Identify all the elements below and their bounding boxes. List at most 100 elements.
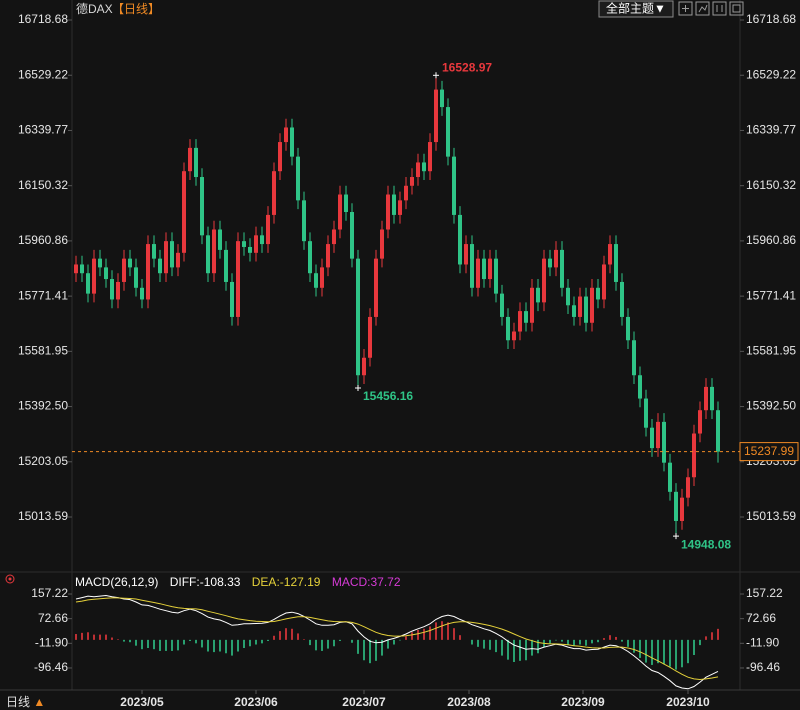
y-tick-label: 15581.95 xyxy=(18,344,68,358)
candle-body xyxy=(494,258,498,294)
candle-body xyxy=(176,252,180,268)
y-tick-label: 15960.86 xyxy=(18,233,68,247)
candle-body xyxy=(206,235,210,274)
candle-body xyxy=(662,421,666,463)
y-tick-label: 16718.68 xyxy=(18,12,68,26)
y-tick-label: -96.46 xyxy=(746,660,780,674)
candle-body xyxy=(344,194,348,213)
icon-add[interactable] xyxy=(678,1,693,16)
candle-body xyxy=(488,258,492,280)
candle-body xyxy=(410,177,414,186)
diff-value: -108.33 xyxy=(200,575,241,589)
theme-button[interactable]: 全部主题▼ xyxy=(606,1,666,16)
macd-label: MACD: xyxy=(332,575,371,589)
candle-body xyxy=(254,235,258,253)
candle-body xyxy=(422,162,426,172)
y-tick-label: -96.46 xyxy=(34,660,68,674)
candle-body xyxy=(356,258,360,376)
candle-body xyxy=(290,127,294,157)
candle-body xyxy=(128,258,132,268)
candle-body xyxy=(440,89,444,108)
candle-body xyxy=(530,287,534,323)
candle-body xyxy=(338,194,342,230)
candle-body xyxy=(416,162,420,178)
macd-title: MACD(26,12,9) xyxy=(75,575,158,589)
candle-body xyxy=(182,171,186,253)
indicator-icon-dot xyxy=(8,577,12,581)
candle-body xyxy=(674,491,678,521)
y-tick-label: 15203.05 xyxy=(18,454,68,468)
last-price-label: 15237.99 xyxy=(744,444,794,458)
candle-body xyxy=(608,244,612,265)
indicator-icon[interactable] xyxy=(5,574,15,584)
candle-body xyxy=(614,244,618,282)
candle-body xyxy=(146,244,150,300)
period: 【日线】 xyxy=(112,2,160,16)
candle-body xyxy=(698,410,702,434)
x-tick-label: 2023/08 xyxy=(447,695,491,709)
candle-body xyxy=(512,331,516,341)
diff-line xyxy=(75,594,719,690)
candle-body xyxy=(350,212,354,259)
candle-body xyxy=(542,258,546,303)
candle-body xyxy=(506,316,510,341)
x-tick-label: 2023/07 xyxy=(342,695,386,709)
candle-body xyxy=(692,433,696,478)
candle-body xyxy=(644,398,648,428)
candle-body xyxy=(482,258,486,280)
candle-body xyxy=(452,156,456,215)
y-tick-label: 16150.32 xyxy=(18,178,68,192)
icon-fullscreen[interactable] xyxy=(729,1,744,16)
candle-body xyxy=(194,147,198,178)
candle-body xyxy=(260,235,264,245)
candle-body xyxy=(386,194,390,230)
candle-body xyxy=(398,200,402,215)
candle-body xyxy=(164,241,168,274)
candle-body xyxy=(302,200,306,242)
y-tick-label: 15771.41 xyxy=(746,288,796,302)
candle-body xyxy=(80,264,84,274)
y-tick-label: 16339.77 xyxy=(18,123,68,137)
icon-chart[interactable] xyxy=(695,1,710,16)
y-tick-label: -11.90 xyxy=(35,635,68,649)
candle-body xyxy=(656,421,660,449)
footer-period-text: 日线 xyxy=(6,695,30,709)
candle-body xyxy=(104,267,108,280)
diff-label: DIFF: xyxy=(170,575,200,589)
y-tick-label: 72.66 xyxy=(746,611,776,625)
candle-body xyxy=(170,241,174,268)
y-tick-label: 15013.59 xyxy=(18,509,68,523)
candle-body xyxy=(230,281,234,317)
y-tick-label: 157.22 xyxy=(31,586,68,600)
footer-period[interactable]: 日线 ▲ xyxy=(6,695,45,709)
theme-button-frame[interactable] xyxy=(598,0,674,18)
candle-body xyxy=(314,273,318,288)
candle-body xyxy=(434,89,438,143)
candle-body xyxy=(518,311,522,332)
candle-body xyxy=(620,281,624,317)
candle-body xyxy=(242,241,246,247)
dea-line xyxy=(75,597,719,681)
candle-body xyxy=(710,386,714,411)
icon-compare[interactable] xyxy=(712,1,727,16)
x-tick-label: 2023/10 xyxy=(666,695,710,709)
candle-body xyxy=(704,386,708,411)
candle-body xyxy=(332,229,336,245)
y-tick-label: 15392.50 xyxy=(18,399,68,413)
candle-body xyxy=(224,249,228,282)
candle-body xyxy=(470,244,474,288)
y-tick-label: 16529.22 xyxy=(18,67,68,81)
candle-body xyxy=(98,258,102,268)
x-tick-label: 2023/05 xyxy=(120,695,164,709)
candle-body xyxy=(380,229,384,259)
x-tick-label: 2023/06 xyxy=(234,695,278,709)
candle-body xyxy=(554,249,558,268)
candle-body xyxy=(200,177,204,236)
low-annotation: 15456.16 xyxy=(363,389,413,403)
candle-body xyxy=(566,287,570,306)
candle-body xyxy=(74,264,78,274)
candle-body xyxy=(362,357,366,376)
candle-body xyxy=(536,287,540,303)
toolbar-icons[interactable] xyxy=(678,1,744,16)
candle-body xyxy=(320,267,324,288)
